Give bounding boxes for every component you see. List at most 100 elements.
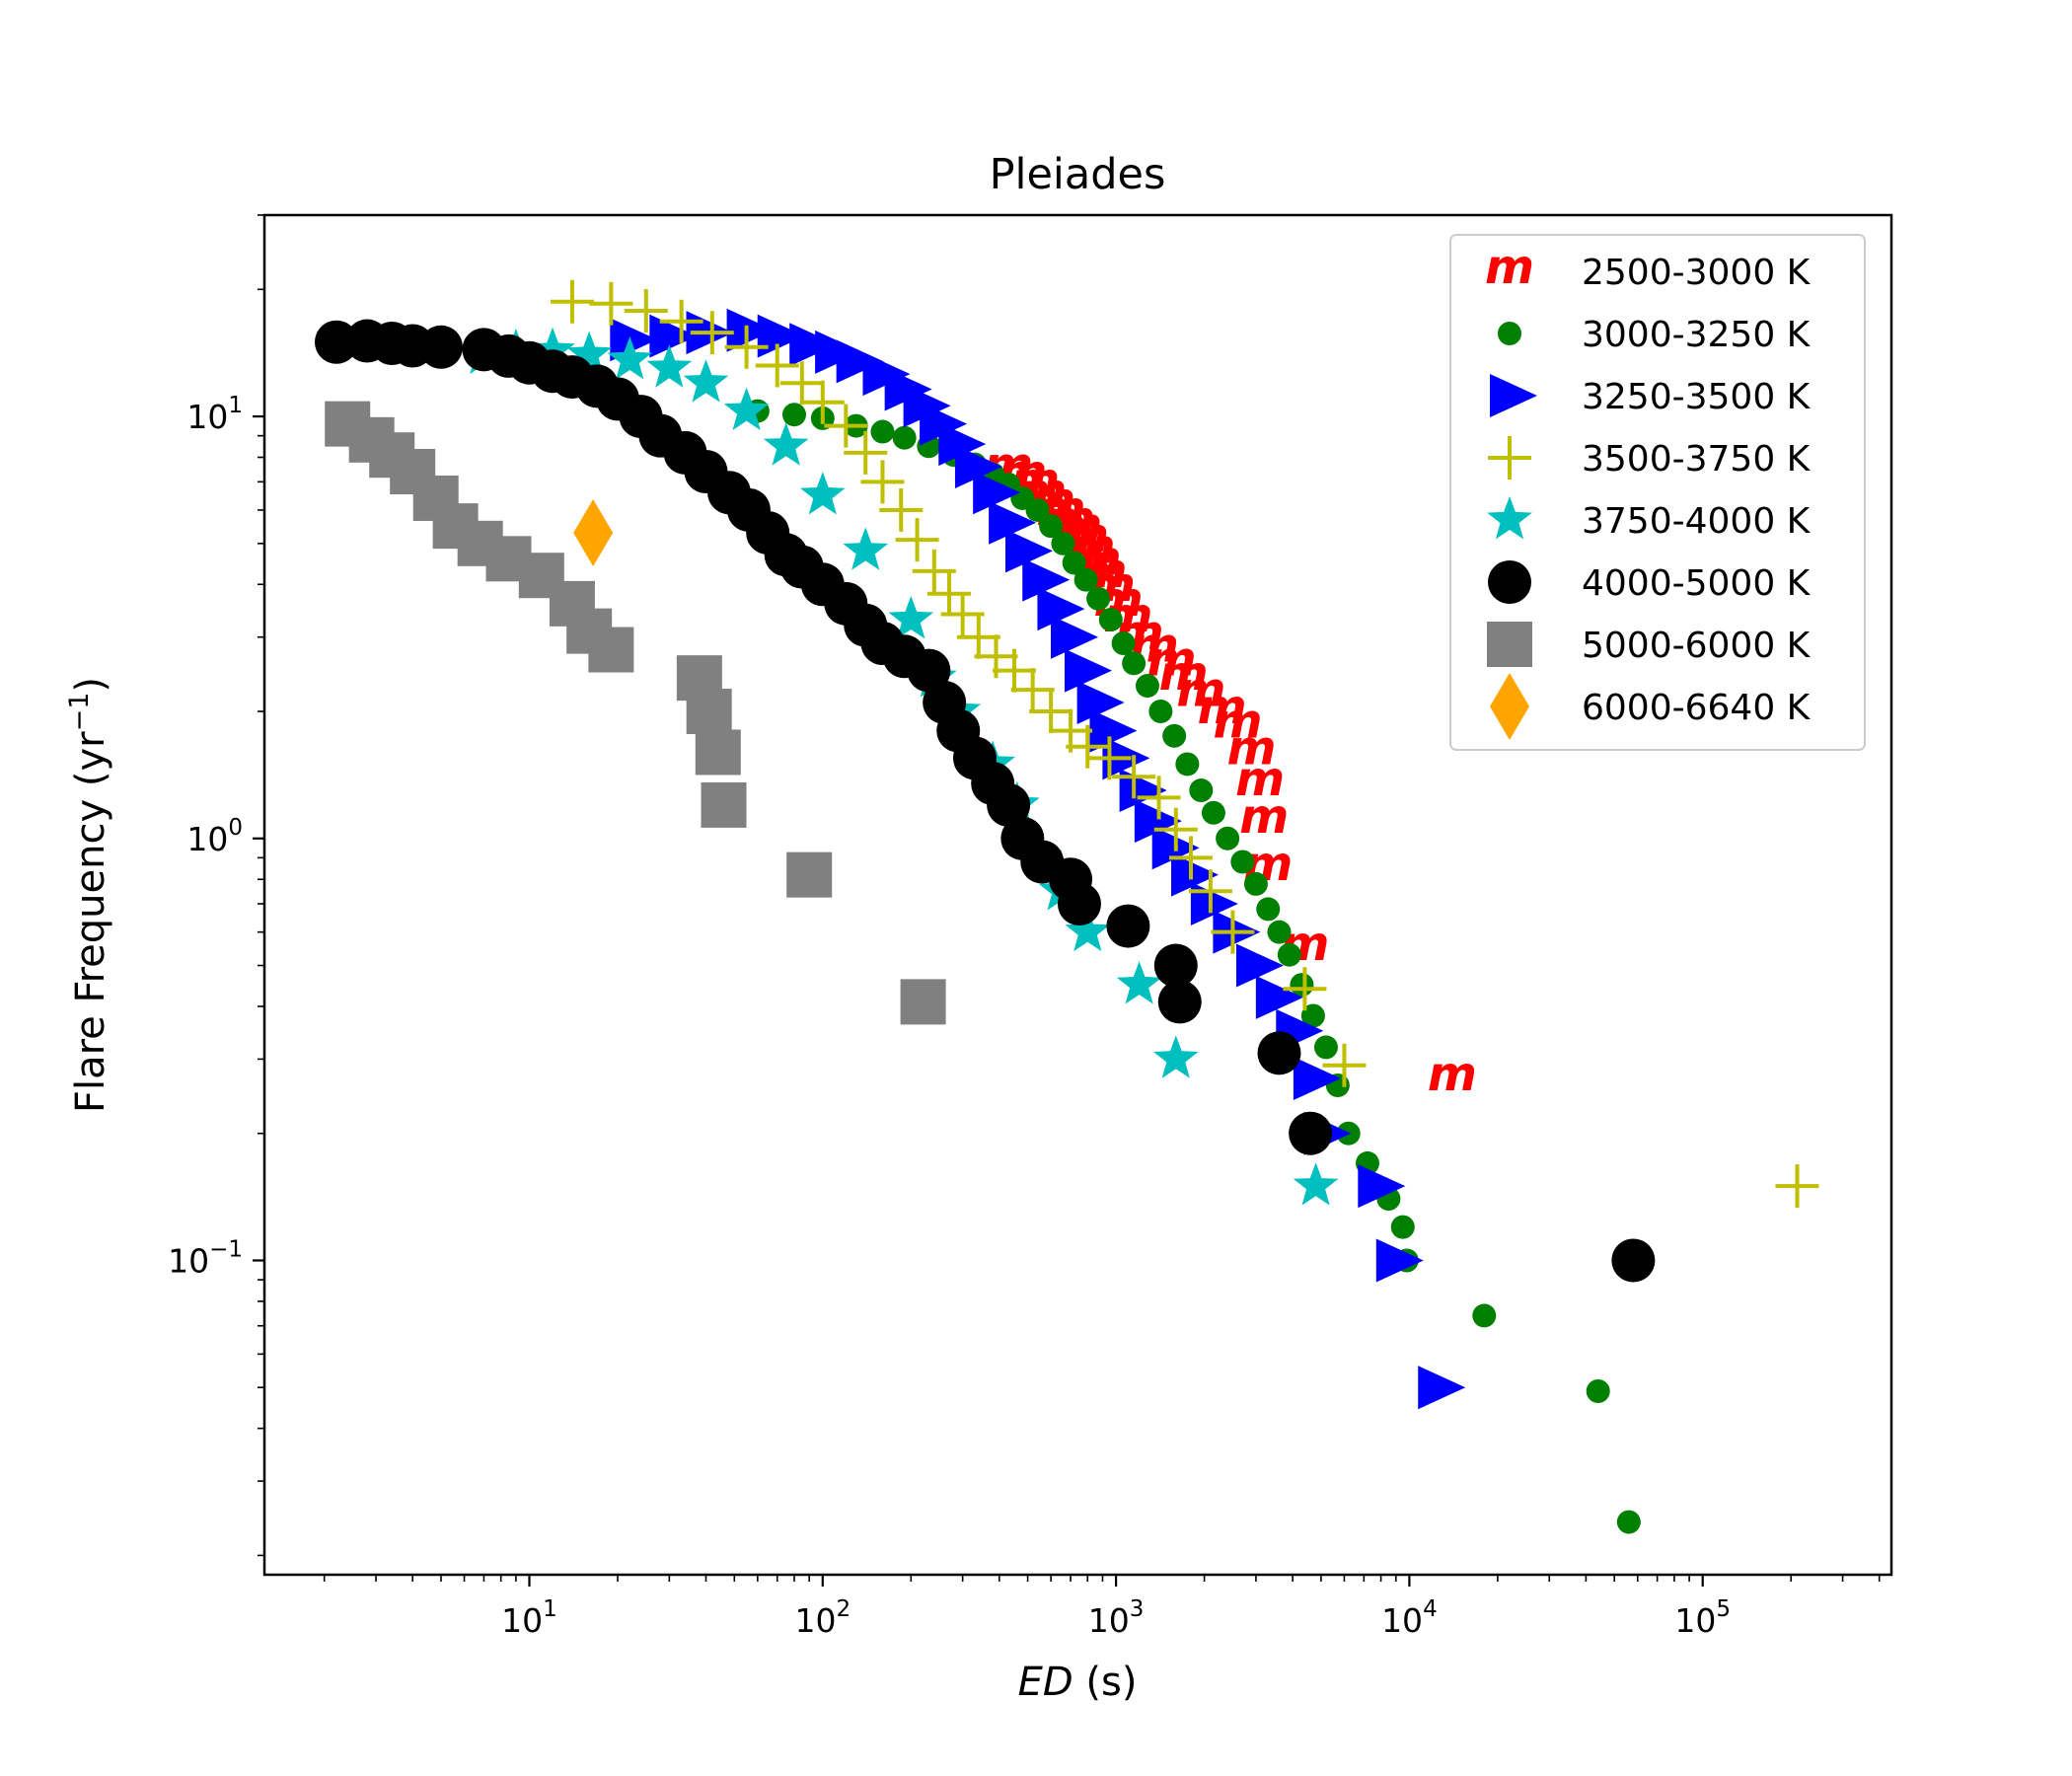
data-point: [1066, 724, 1110, 769]
legend-label: 3250-3500 K: [1582, 377, 1812, 417]
data-point: [1322, 1043, 1367, 1087]
data-point: [1119, 769, 1167, 813]
data-point: [1616, 1510, 1641, 1534]
data-point: [1162, 723, 1187, 748]
data-point: [1057, 882, 1101, 926]
legend-item: 3250-3500 K: [1490, 374, 1812, 417]
x-tick-label: 102: [794, 1596, 851, 1640]
legend-label: 2500-3000 K: [1582, 253, 1812, 293]
data-point: [888, 596, 934, 639]
data-point: [1025, 497, 1050, 522]
data-point: [1283, 967, 1327, 1011]
series-4000-5000-k: [314, 319, 1656, 1283]
data-point: [1116, 961, 1162, 1004]
x-tick-label: 103: [1088, 1596, 1145, 1640]
y-axis-label: Flare Frequency (yr−1): [64, 677, 113, 1113]
data-point: [1293, 1056, 1341, 1100]
data-point: [1175, 752, 1200, 777]
data-point: [1037, 587, 1085, 631]
data-point: [1137, 776, 1181, 820]
data-point: [1153, 1035, 1199, 1078]
y-tick-label: 100: [186, 815, 243, 858]
legend-item: 4000-5000 K: [1488, 560, 1812, 604]
data-point: [779, 361, 824, 406]
data-point: [1051, 531, 1075, 555]
data-point: [610, 318, 658, 362]
data-point: [973, 471, 1021, 515]
data-point: [1065, 908, 1111, 952]
data-point: [989, 500, 1037, 545]
legend-marker: [1490, 673, 1529, 740]
data-point: [1418, 1366, 1466, 1410]
data-point: [763, 422, 809, 466]
data-point: [314, 320, 358, 364]
data-point: [1135, 674, 1159, 699]
data-point: [566, 331, 612, 374]
legend-label: 6000-6640 K: [1582, 688, 1812, 728]
legend: m 2500-3000 K 3000-3250 K 3250-3500 K 3500-3…: [1449, 234, 1866, 751]
data-point: [1029, 690, 1073, 734]
legend-item: m 2500-3000 K: [1485, 240, 1812, 295]
data-point: [649, 314, 698, 358]
legend-item: 6000-6640 K: [1490, 673, 1812, 740]
data-point: m: [1239, 789, 1289, 845]
data-point: [1211, 910, 1255, 954]
data-point: [1039, 514, 1064, 539]
data-point: [1153, 807, 1198, 851]
data-point: [1087, 736, 1132, 780]
data-point: [892, 425, 917, 450]
data-point: [1153, 943, 1198, 988]
legend-label: 3000-3250 K: [1582, 315, 1812, 355]
y-axis: 10−1 100 101: [168, 214, 264, 1557]
legend-marker: [1487, 622, 1532, 667]
data-point: [1255, 975, 1303, 1019]
legend-marker: [1498, 322, 1521, 345]
legend-marker: [1488, 436, 1531, 480]
data-point: [987, 782, 1031, 827]
data-point: [1611, 1238, 1656, 1283]
data-point: m: [1235, 752, 1285, 807]
legend-item: 5000-6000 K: [1487, 622, 1812, 667]
data-point: [1189, 778, 1214, 803]
data-point: [1089, 708, 1138, 753]
data-point: [786, 851, 833, 898]
data-point: [1300, 1003, 1325, 1028]
data-point: [870, 419, 895, 444]
data-point: [800, 380, 845, 424]
data-point: [683, 359, 729, 403]
data-point: [860, 460, 905, 504]
data-point: [1122, 651, 1147, 676]
data-point: [573, 498, 614, 566]
legend-item: 3500-3750 K: [1488, 436, 1812, 480]
data-point: m: [1176, 662, 1225, 717]
data-point: [1390, 1215, 1415, 1239]
data-point: [589, 281, 633, 326]
data-point: [1188, 869, 1232, 914]
legend-label: 5000-6000 K: [1582, 626, 1812, 666]
data-point: [418, 325, 463, 369]
data-point: [1134, 799, 1182, 844]
data-point: [690, 311, 734, 355]
data-point: [1170, 852, 1219, 897]
data-point: [1267, 920, 1292, 944]
data-point: [1235, 943, 1284, 988]
series-3750-4000-k: [461, 327, 1339, 1206]
data-point: [1257, 1031, 1301, 1075]
data-point: [1313, 1035, 1338, 1060]
data-point: [895, 518, 939, 562]
x-tick-label: 104: [1381, 1596, 1438, 1640]
data-point: [938, 422, 987, 467]
data-point: [624, 288, 668, 333]
data-point: [726, 308, 775, 352]
data-point: m: [1428, 1047, 1477, 1102]
data-point: [1375, 1238, 1424, 1283]
data-point: [789, 323, 838, 367]
data-point: [1106, 904, 1150, 948]
legend-frame: [1449, 234, 1866, 751]
data-point: [724, 325, 769, 369]
data-point: [879, 487, 924, 532]
x-axis-label: ED (s): [1018, 1660, 1138, 1705]
data-point: [1051, 615, 1099, 659]
x-tick-label: 101: [501, 1596, 557, 1640]
